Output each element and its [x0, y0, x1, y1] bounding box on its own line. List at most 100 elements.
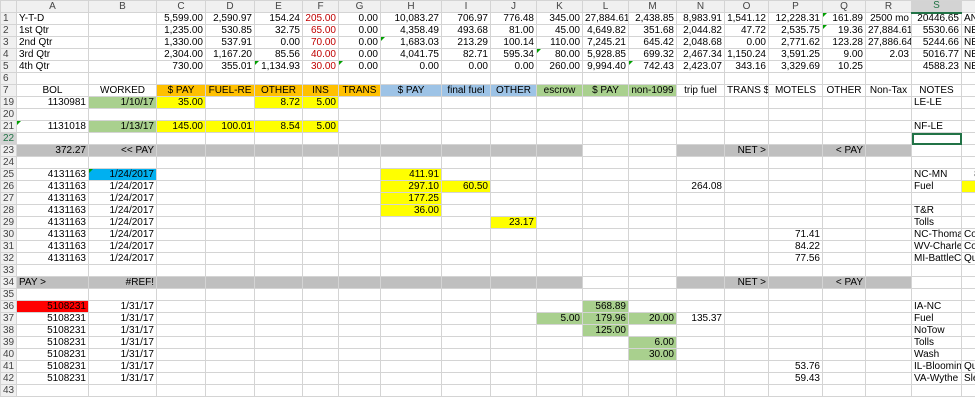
cell-s3[interactable]: 5244.66 [911, 36, 962, 49]
cell-o21[interactable] [724, 120, 769, 133]
cell-t24[interactable] [961, 156, 975, 169]
cell-i38[interactable] [441, 324, 491, 337]
cell-f27[interactable] [302, 192, 339, 205]
cell-b39[interactable]: 1/31/17 [88, 336, 157, 349]
cell-c35[interactable] [156, 288, 206, 301]
cell-m6[interactable] [628, 72, 677, 85]
cell-b20[interactable] [88, 108, 157, 121]
cell-c25[interactable] [156, 168, 206, 181]
cell-g2[interactable]: 0.00 [338, 24, 381, 37]
cell-t2[interactable]: NET [961, 24, 975, 37]
cell-p30[interactable]: 71.41 [768, 228, 823, 241]
cell-l38[interactable]: 125.00 [582, 324, 629, 337]
column-header-i[interactable]: I [441, 0, 491, 13]
cell-n41[interactable] [676, 360, 725, 373]
cell-d4[interactable]: 1,167.20 [205, 48, 255, 61]
cell-p24[interactable] [768, 156, 823, 169]
cell-s24[interactable] [911, 156, 962, 169]
cell-q42[interactable] [822, 372, 866, 385]
cell-c1[interactable]: 5,599.00 [156, 12, 206, 25]
cell-l20[interactable] [582, 108, 629, 121]
cell-h1[interactable]: 10,083.27 [380, 12, 442, 25]
cell-n22[interactable] [676, 132, 725, 145]
cell-f22[interactable] [302, 132, 339, 145]
cell-p26[interactable] [768, 180, 823, 193]
cell-n21[interactable] [676, 120, 725, 133]
cell-l42[interactable] [582, 372, 629, 385]
cell-f41[interactable] [302, 360, 339, 373]
cell-m34[interactable] [628, 276, 677, 289]
cell-f37[interactable] [302, 312, 339, 325]
row-header-3[interactable]: 3 [0, 36, 17, 49]
cell-m20[interactable] [628, 108, 677, 121]
cell-a19[interactable]: 1130981 [16, 96, 89, 109]
cell-a38[interactable]: 5108231 [16, 324, 89, 337]
cell-e35[interactable] [254, 288, 303, 301]
cell-j23[interactable] [490, 144, 537, 157]
cell-t35[interactable] [961, 288, 975, 301]
cell-q21[interactable] [822, 120, 866, 133]
cell-m40[interactable]: 30.00 [628, 348, 677, 361]
row-header-24[interactable]: 24 [0, 156, 17, 169]
cell-l41[interactable] [582, 360, 629, 373]
cell-f6[interactable] [302, 72, 339, 85]
cell-o40[interactable] [724, 348, 769, 361]
cell-d32[interactable] [205, 252, 255, 265]
cell-t37[interactable] [961, 312, 975, 325]
cell-l32[interactable] [582, 252, 629, 265]
cell-j5[interactable]: 0.00 [490, 60, 537, 73]
column-header-q[interactable]: Q [822, 0, 866, 13]
cell-k22[interactable] [536, 132, 583, 145]
cell-g36[interactable] [338, 300, 381, 313]
cell-h23[interactable] [380, 144, 442, 157]
cell-d39[interactable] [205, 336, 255, 349]
cell-o1[interactable]: 1,541.12 [724, 12, 769, 25]
cell-t41[interactable]: QualityInn [961, 360, 975, 373]
cell-p20[interactable] [768, 108, 823, 121]
cell-j6[interactable] [490, 72, 537, 85]
cell-r35[interactable] [865, 288, 912, 301]
cell-j41[interactable] [490, 360, 537, 373]
cell-r26[interactable] [865, 180, 912, 193]
cell-b25[interactable]: 1/24/2017 [88, 168, 157, 181]
cell-q19[interactable] [822, 96, 866, 109]
cell-b5[interactable] [88, 60, 157, 73]
cell-h43[interactable] [380, 384, 442, 397]
cell-p2[interactable]: 2,535.75 [768, 24, 823, 37]
cell-a40[interactable]: 5108231 [16, 348, 89, 361]
cell-q29[interactable] [822, 216, 866, 229]
cell-t30[interactable]: ComfortInn [961, 228, 975, 241]
cell-l33[interactable] [582, 264, 629, 277]
cell-h22[interactable] [380, 132, 442, 145]
cell-n7[interactable]: trip fuel [676, 84, 725, 97]
cell-m26[interactable] [628, 180, 677, 193]
cell-k42[interactable] [536, 372, 583, 385]
cell-n1[interactable]: 8,983.91 [676, 12, 725, 25]
cell-m37[interactable]: 20.00 [628, 312, 677, 325]
cell-h42[interactable] [380, 372, 442, 385]
cell-f20[interactable] [302, 108, 339, 121]
cell-m28[interactable] [628, 204, 677, 217]
cell-d41[interactable] [205, 360, 255, 373]
cell-k6[interactable] [536, 72, 583, 85]
cell-a6[interactable] [16, 72, 89, 85]
cell-i20[interactable] [441, 108, 491, 121]
cell-c37[interactable] [156, 312, 206, 325]
cell-e22[interactable] [254, 132, 303, 145]
row-header-37[interactable]: 37 [0, 312, 17, 325]
cell-b24[interactable] [88, 156, 157, 169]
cell-j33[interactable] [490, 264, 537, 277]
cell-f31[interactable] [302, 240, 339, 253]
cell-s2[interactable]: 5530.66 [911, 24, 962, 37]
cell-q36[interactable] [822, 300, 866, 313]
cell-o24[interactable] [724, 156, 769, 169]
cell-i39[interactable] [441, 336, 491, 349]
cell-k26[interactable] [536, 180, 583, 193]
cell-r24[interactable] [865, 156, 912, 169]
cell-j1[interactable]: 776.48 [490, 12, 537, 25]
cell-c32[interactable] [156, 252, 206, 265]
cell-a22[interactable] [16, 132, 89, 145]
cell-a39[interactable]: 5108231 [16, 336, 89, 349]
cell-r33[interactable] [865, 264, 912, 277]
row-header-2[interactable]: 2 [0, 24, 17, 37]
